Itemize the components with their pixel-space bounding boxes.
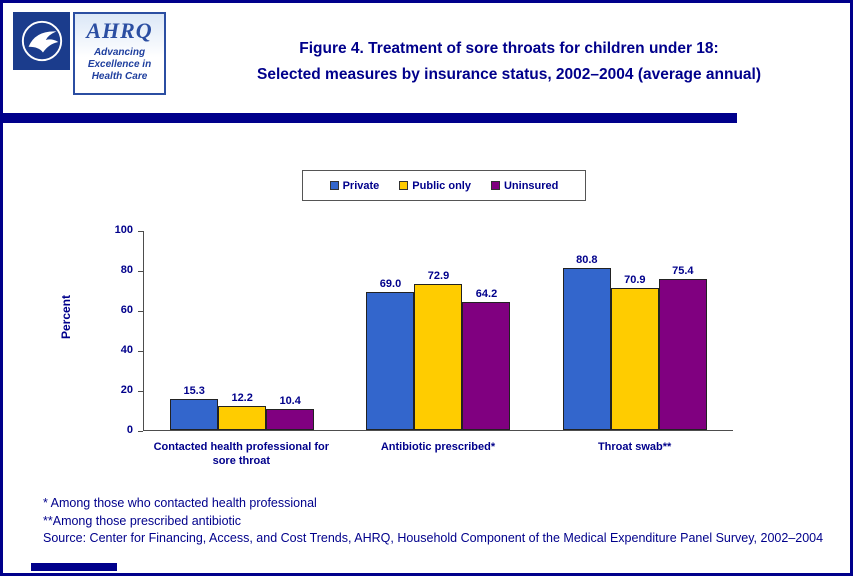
figure-title-line1: Figure 4. Treatment of sore throats for …	[299, 40, 719, 57]
legend: Private Public only Uninsured	[302, 170, 586, 201]
legend-swatch	[329, 181, 339, 190]
bar-group: 15.3 12.2 10.4	[170, 385, 315, 430]
figure-title-line2: Selected measures by insurance status, 2…	[256, 66, 761, 83]
legend-item: Uninsured	[490, 179, 559, 192]
y-tick-mark	[138, 231, 143, 232]
figure-title: Figure 4. Treatment of sore throats for …	[173, 36, 845, 88]
bar-value-label: 64.2	[475, 287, 498, 300]
bar-value-label: 70.9	[624, 274, 646, 287]
bar-group: 80.8 70.9 75.4	[562, 254, 707, 430]
bar-private: 80.8	[562, 254, 611, 430]
y-tick-label: 60	[120, 304, 133, 316]
bar-uninsured: 64.2	[462, 288, 511, 430]
legend-label: Public only	[412, 179, 471, 192]
legend-swatch	[399, 181, 409, 190]
bar-private: 15.3	[170, 385, 219, 430]
legend-item: Public only	[399, 180, 471, 192]
footnote-2: **Among those prescribed antibiotic	[43, 513, 242, 528]
bar-value-label: 15.3	[183, 385, 205, 398]
y-tick-label: 20	[120, 384, 133, 396]
hhs-eagle-icon	[21, 20, 62, 62]
y-tick-mark	[138, 311, 143, 312]
y-tick-mark	[138, 271, 143, 272]
y-axis-title: Percent	[59, 294, 73, 340]
y-tick-label: 100	[114, 224, 133, 236]
footnotes: * Among those who contacted health profe…	[43, 495, 835, 548]
x-axis-labels: Contacted health professional for sore t…	[143, 440, 733, 468]
legend-label: Private	[342, 179, 380, 192]
bar-uninsured: 10.4	[266, 395, 315, 430]
y-tick-mark	[138, 391, 143, 392]
y-tick-mark	[138, 351, 143, 352]
y-tick-mark	[138, 431, 143, 432]
legend-swatch	[490, 181, 500, 190]
plot-area: 15.3 12.2 10.4 69.0 72.9 64.2 80.8 70.9 75.4	[143, 231, 733, 431]
source-note: Source: Center for Financing, Access, an…	[43, 531, 824, 545]
bar-public-only: 70.9	[610, 274, 659, 430]
ahrq-tagline: Advancing Excellence in Health Care	[75, 47, 164, 83]
ahrq-tagline-line3: Health Care	[91, 71, 148, 82]
category-label: Contacted health professional for sore t…	[153, 441, 330, 467]
category-label: Antibiotic prescribed*	[380, 441, 496, 453]
y-tick-label: 80	[120, 264, 133, 276]
bar-value-label: 12.2	[231, 391, 253, 404]
footnote-1: * Among those who contacted health profe…	[43, 496, 317, 510]
bar-uninsured: 75.4	[658, 265, 707, 430]
y-tick-label: 0	[126, 424, 133, 436]
bar-value-label: 10.4	[279, 395, 301, 408]
bar-public-only: 12.2	[218, 392, 267, 430]
bar-value-label: 69.0	[379, 278, 402, 290]
header-divider-bar	[3, 113, 737, 123]
bar-value-label: 72.9	[427, 270, 450, 283]
category-label: Throat swab**	[597, 441, 672, 453]
y-axis-ticks: 0 20 40 60 80 100	[99, 224, 143, 436]
ahrq-logo: AHRQ Advancing Excellence in Health Care	[73, 12, 166, 95]
ahrq-tagline-line2: Excellence in	[87, 59, 152, 70]
y-tick-label: 40	[120, 344, 133, 356]
ahrq-acronym: AHRQ	[86, 18, 153, 43]
bar-value-label: 75.4	[672, 265, 694, 278]
hhs-logo	[13, 12, 70, 70]
bar-value-label: 80.8	[576, 254, 598, 267]
legend-item: Private	[329, 179, 380, 192]
bottom-divider-bar	[31, 563, 117, 571]
bar-public-only: 72.9	[414, 270, 463, 430]
legend-label: Uninsured	[503, 179, 559, 192]
bar-private: 69.0	[366, 278, 415, 430]
ahrq-tagline-line1: Advancing	[93, 47, 146, 58]
bar-group: 69.0 72.9 64.2	[366, 270, 511, 430]
